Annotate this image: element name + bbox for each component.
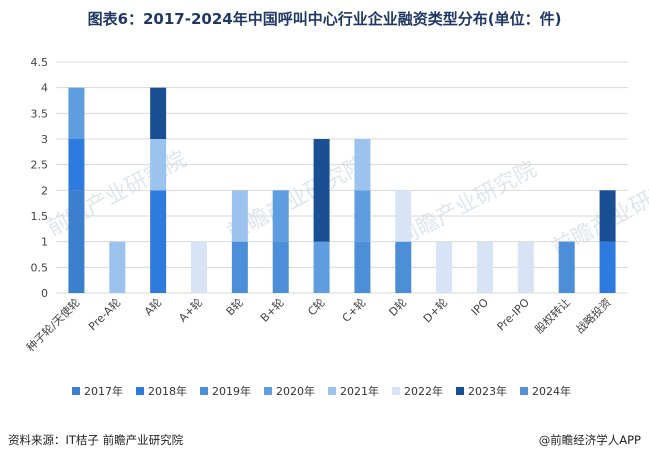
- bar-segment: [68, 190, 85, 293]
- legend-label: 2024年: [532, 384, 571, 398]
- y-tick-label: 3: [41, 133, 48, 146]
- x-tick-label: C+轮: [339, 295, 369, 325]
- y-tick-label: 3.5: [31, 107, 49, 120]
- source-note: 资料来源：IT桔子 前瞻产业研究院: [8, 433, 184, 447]
- y-tick-label: 2.5: [31, 159, 49, 172]
- bar-segment: [395, 190, 412, 242]
- bar-segment: [272, 190, 289, 242]
- bar-segment: [517, 241, 534, 293]
- bar-segment: [231, 241, 248, 293]
- brand-credit: @前瞻经济学人APP: [538, 433, 641, 447]
- bar-segment: [558, 241, 575, 293]
- legend-swatch: [392, 387, 400, 395]
- legend-swatch: [456, 387, 464, 395]
- x-tick-label: 股权转让: [532, 295, 573, 336]
- bar-segment: [150, 87, 167, 139]
- x-tick-label: C轮: [305, 295, 328, 318]
- x-tick-label: A+轮: [176, 295, 206, 325]
- legend-swatch: [328, 387, 336, 395]
- bar-segment: [68, 87, 85, 139]
- x-tick-label: D轮: [386, 295, 410, 319]
- bar-segment: [436, 241, 453, 293]
- legend-label: 2023年: [468, 384, 507, 398]
- x-tick-label: 战略投资: [573, 295, 614, 336]
- legend: 2017年 2018年 2019年 2020年 2021年 2022年 2023年 2024年: [72, 384, 571, 398]
- bar-segment: [68, 139, 85, 191]
- x-tick-label: A轮: [141, 295, 164, 318]
- bar-layer: [68, 87, 616, 293]
- legend-swatch: [136, 387, 144, 395]
- y-tick-label: 1: [41, 236, 48, 249]
- bar-segment: [599, 241, 616, 293]
- x-tick-label: Pre-IPO: [495, 296, 533, 334]
- bar-segment: [150, 190, 167, 293]
- bar-segment: [191, 241, 207, 293]
- y-tick-label: 0: [41, 287, 48, 300]
- legend-label: 2017年: [84, 384, 123, 398]
- watermark-text: 前瞻产业研究院: [393, 157, 541, 251]
- bar-segment: [109, 241, 126, 293]
- bar-segment: [272, 241, 289, 293]
- bar-segment: [395, 241, 412, 293]
- watermark-text: 前瞻产业研究院: [43, 147, 191, 241]
- legend-label: 2019年: [212, 384, 251, 398]
- legend-label: 2020年: [276, 384, 315, 398]
- x-tick-label: B+轮: [257, 295, 287, 325]
- y-tick-label: 0.5: [31, 261, 49, 274]
- x-tick-label: D+轮: [420, 295, 450, 325]
- y-tick-label: 4.5: [31, 56, 49, 69]
- x-tick-label: 种子轮/天使轮: [23, 295, 82, 354]
- bar-segment: [599, 190, 616, 242]
- bar-segment: [354, 190, 371, 242]
- y-tick-label: 1.5: [31, 210, 49, 223]
- legend-swatch: [72, 387, 80, 395]
- bar-segment: [231, 190, 248, 242]
- y-axis: 0 0.5 1 1.5 2 2.5 3 3.5 4 4.5: [31, 56, 49, 300]
- x-axis: 种子轮/天使轮 Pre-A轮 A轮 A+轮 B轮 B+轮 C轮 C+轮 D轮 D+轮 IPO Pre-…: [23, 295, 613, 354]
- bar-segment: [477, 241, 493, 293]
- x-tick-label: Pre-A轮: [85, 295, 123, 333]
- y-tick-label: 2: [41, 184, 48, 197]
- legend-label: 2022年: [404, 384, 443, 398]
- legend-swatch: [520, 387, 528, 395]
- bar-segment: [313, 139, 330, 242]
- legend-swatch: [264, 387, 272, 395]
- bar-segment: [354, 139, 371, 191]
- bar-segment: [313, 241, 330, 293]
- y-tick-label: 4: [41, 82, 48, 95]
- legend-label: 2018年: [148, 384, 187, 398]
- chart-title: 图表6：2017-2024年中国呼叫中心行业企业融资类型分布(单位：件): [87, 10, 562, 28]
- x-tick-label: B轮: [223, 295, 246, 318]
- bar-segment: [354, 241, 371, 293]
- x-tick-label: IPO: [469, 296, 492, 319]
- bar-segment: [150, 139, 167, 191]
- legend-swatch: [200, 387, 208, 395]
- legend-label: 2021年: [340, 384, 379, 398]
